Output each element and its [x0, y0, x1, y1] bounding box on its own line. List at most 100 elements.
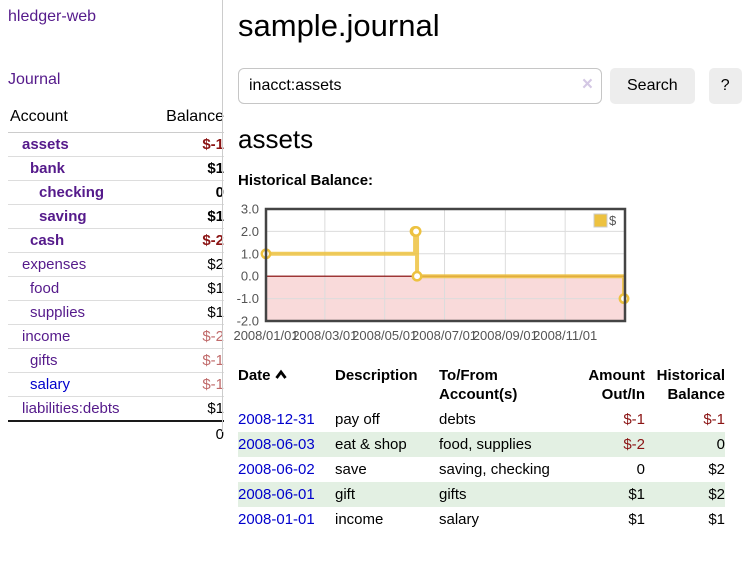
- sort-ascending-icon: [274, 369, 287, 379]
- svg-text:$: $: [609, 213, 617, 228]
- svg-text:2008/01/01: 2008/01/01: [233, 328, 298, 343]
- account-link[interactable]: saving: [39, 208, 87, 225]
- description-column-header: Description: [335, 367, 418, 384]
- account-link[interactable]: bank: [30, 160, 66, 177]
- account-balance: $-2: [202, 328, 224, 345]
- transaction-row: 2008-06-03 eat & shop food, supplies $-2…: [238, 432, 725, 457]
- account-balance: $-1: [202, 136, 224, 153]
- account-link[interactable]: expenses: [22, 256, 87, 273]
- search-button[interactable]: Search: [610, 68, 695, 104]
- chart-title: Historical Balance:: [238, 172, 374, 189]
- account-balance: $1: [207, 208, 224, 225]
- transaction-date-link[interactable]: 2008-01-01: [238, 511, 315, 528]
- app-title-link[interactable]: hledger-web: [8, 8, 97, 25]
- account-row: liabilities:debts $1: [8, 396, 224, 420]
- transaction-date-link[interactable]: 2008-06-02: [238, 461, 315, 478]
- transaction-row: 2008-12-31 pay off debts $-1 $-1: [238, 407, 725, 432]
- transaction-balance: $-1: [703, 411, 725, 428]
- transaction-description: pay off: [335, 411, 380, 428]
- account-link[interactable]: food: [30, 280, 60, 297]
- account-row: income $-2: [8, 324, 224, 348]
- accounts-table-body: assets $-1 bank $1 checking 0 savin: [8, 133, 224, 420]
- svg-text:3.0: 3.0: [241, 202, 259, 217]
- accounts-table-header: Account Balance: [8, 104, 224, 133]
- account-link[interactable]: checking: [39, 184, 105, 201]
- transaction-balance: 0: [716, 436, 725, 453]
- account-balance: $2: [207, 256, 224, 273]
- transaction-row: 2008-06-02 save saving, checking 0 $2: [238, 457, 725, 482]
- page-title: sample.journal: [238, 8, 440, 43]
- transaction-amount: $-1: [623, 411, 645, 428]
- account-balance: $1: [207, 280, 224, 297]
- svg-text:-1.0: -1.0: [237, 291, 259, 306]
- account-balance: $-2: [202, 232, 224, 249]
- svg-text:1.0: 1.0: [241, 246, 259, 261]
- accounts-total-value: 0: [215, 426, 224, 443]
- clear-search-icon[interactable]: ×: [581, 74, 593, 95]
- transaction-description: gift: [335, 486, 356, 503]
- search-form: × Search ?: [238, 68, 742, 104]
- transaction-description: eat & shop: [335, 436, 407, 453]
- account-link[interactable]: assets: [22, 136, 69, 153]
- transaction-description: save: [335, 461, 367, 478]
- register-header-row: Date Description To/From Account(s) Amou…: [238, 363, 725, 407]
- historical-balance-chart[interactable]: $3.0 2.0 1.0 0.0 -1.0 -2.0 2008/01/01 2008/03/0…: [233, 200, 658, 350]
- account-balance: $-1: [202, 352, 224, 369]
- account-link[interactable]: gifts: [30, 352, 58, 369]
- register-table: Date Description To/From Account(s) Amou…: [238, 363, 725, 532]
- transaction-description: income: [335, 511, 384, 528]
- sidebar-item-journal[interactable]: Journal: [8, 71, 61, 88]
- account-heading: assets: [238, 124, 314, 154]
- transaction-date-link[interactable]: 2008-06-01: [238, 486, 315, 503]
- historical-balance-chart-svg: $3.0 2.0 1.0 0.0 -1.0 -2.02008/01/012008/03/0…: [233, 202, 630, 343]
- account-row: supplies $1: [8, 300, 224, 324]
- svg-text:-2.0: -2.0: [237, 314, 259, 329]
- account-row: checking 0: [8, 180, 224, 204]
- transaction-balance: $1: [708, 511, 725, 528]
- balance-column-header-register: Historical Balance: [656, 367, 725, 403]
- date-column-header[interactable]: Date: [238, 363, 335, 407]
- accounts-table: Account Balance assets $-1 bank $1: [8, 104, 224, 447]
- accounts-total-row: 0: [8, 420, 224, 447]
- transaction-balance: $2: [708, 461, 725, 478]
- transaction-amount: $1: [628, 511, 645, 528]
- accounts-column-header: To/From Account(s): [439, 367, 518, 403]
- transaction-row: 2008-01-01 income salary $1 $1: [238, 507, 725, 532]
- account-row: salary $-1: [8, 372, 224, 396]
- transaction-amount: $1: [628, 486, 645, 503]
- svg-text:0.0: 0.0: [241, 269, 259, 284]
- transaction-accounts: saving, checking: [439, 461, 550, 478]
- account-row: cash $-2: [8, 228, 224, 252]
- main-content: sample.journal × Search ? assets Histori…: [223, 0, 742, 582]
- transaction-row: 2008-06-01 gift gifts $1 $2: [238, 482, 725, 507]
- svg-text:2008/03/01: 2008/03/01: [292, 328, 357, 343]
- transaction-date-link[interactable]: 2008-06-03: [238, 436, 315, 453]
- transaction-date-link[interactable]: 2008-12-31: [238, 411, 315, 428]
- account-link[interactable]: income: [22, 328, 71, 345]
- svg-text:2.0: 2.0: [241, 224, 259, 239]
- sidebar: hledger-web Journal Account Balance asse…: [0, 0, 224, 582]
- account-column-header: Account: [10, 108, 68, 125]
- transaction-amount: 0: [636, 461, 645, 478]
- account-row: expenses $2: [8, 252, 224, 276]
- transaction-balance: $2: [708, 486, 725, 503]
- transaction-accounts: food, supplies: [439, 436, 532, 453]
- help-button[interactable]: ?: [708, 68, 742, 104]
- transaction-amount: $-2: [623, 436, 645, 453]
- account-balance: $1: [207, 160, 224, 177]
- svg-text:2008/11/01: 2008/11/01: [533, 328, 597, 343]
- account-row: gifts $-1: [8, 348, 224, 372]
- account-link[interactable]: supplies: [30, 304, 86, 321]
- account-row: assets $-1: [8, 133, 224, 156]
- account-balance: $-1: [202, 376, 224, 393]
- search-input[interactable]: [238, 68, 602, 104]
- amount-column-header: Amount Out/In: [588, 367, 645, 403]
- svg-text:2008/05/01: 2008/05/01: [352, 328, 417, 343]
- account-balance: $1: [207, 400, 224, 417]
- account-link[interactable]: salary: [30, 376, 71, 393]
- account-link[interactable]: cash: [30, 232, 65, 249]
- account-row: food $1: [8, 276, 224, 300]
- account-balance: $1: [207, 304, 224, 321]
- account-link[interactable]: liabilities:debts: [22, 400, 120, 417]
